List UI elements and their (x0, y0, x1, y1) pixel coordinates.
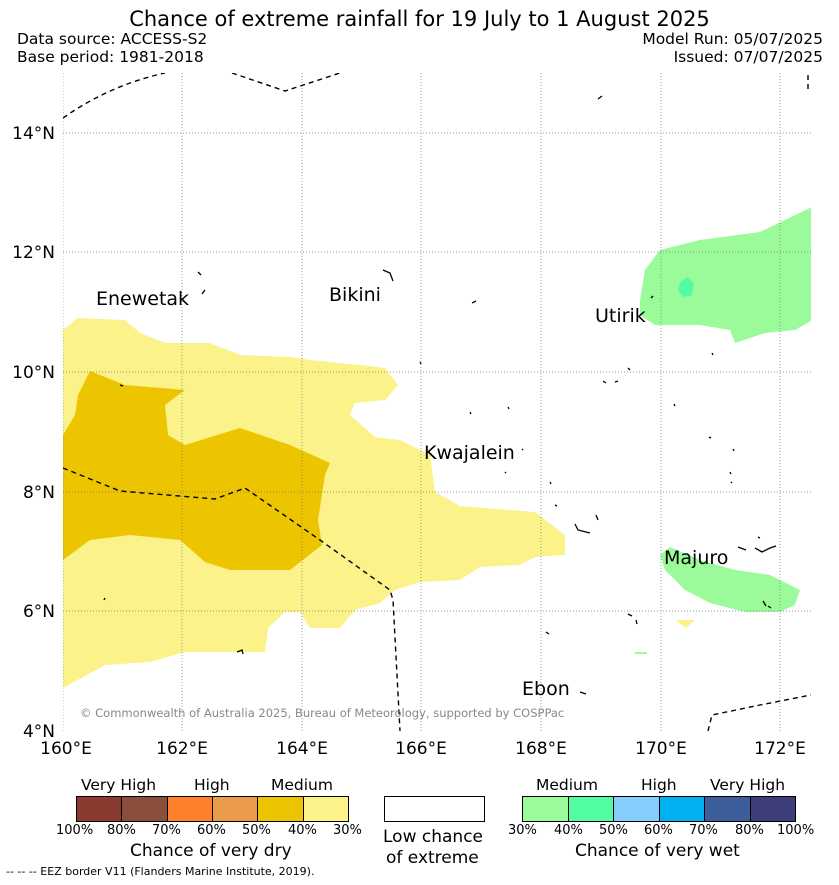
wet-medium-high-spot (678, 277, 694, 297)
dry-tick: 100% (56, 823, 94, 838)
lon-label: 168°E (515, 739, 567, 759)
lat-label: 12°N (12, 243, 55, 263)
lon-label: 162°E (156, 739, 208, 759)
wet-colorbar (522, 796, 796, 822)
dry-tick: 30% (333, 823, 362, 838)
wet-spot (635, 652, 647, 654)
issued-date: Issued: 07/07/2025 (673, 48, 823, 66)
wet-medium-region-north (640, 207, 811, 343)
dry-swatch (212, 797, 259, 821)
wet-swatch (523, 797, 569, 821)
wet-swatch (705, 797, 751, 821)
wet-group-very-high: Very High (710, 776, 786, 794)
wet-tick: 60% (644, 823, 673, 838)
dry-swatch (303, 797, 348, 821)
island-outlines (103, 95, 777, 695)
lat-label: 14°N (12, 124, 55, 144)
dry-caption: Chance of very dry (130, 841, 292, 861)
wet-tick: 30% (508, 823, 537, 838)
dry-swatch (167, 797, 213, 821)
wet-swatch (614, 797, 660, 821)
wet-tick: 50% (599, 823, 628, 838)
dry-group-medium: Medium (271, 776, 333, 794)
wet-tick: 70% (689, 823, 718, 838)
dry-spot (675, 620, 695, 628)
wet-tick: 100% (777, 823, 815, 838)
eez-border (63, 73, 811, 731)
lon-label: 170°E (635, 739, 687, 759)
dry-medium-high-region (63, 371, 330, 570)
dry-group-very-high: Very High (81, 776, 157, 794)
wet-swatch (659, 797, 705, 821)
dry-tick: 80% (107, 823, 136, 838)
wet-tick: 80% (735, 823, 764, 838)
dry-tick: 40% (288, 823, 317, 838)
dry-colorbar (76, 796, 349, 822)
model-run: Model Run: 05/07/2025 (642, 30, 823, 48)
lat-label: 10°N (12, 363, 55, 383)
place-label-majuro: Majuro (664, 547, 728, 569)
place-label-enewetak: Enewetak (96, 288, 189, 310)
dry-tick: 60% (197, 823, 226, 838)
place-label-utirik: Utirik (595, 305, 646, 327)
wet-caption: Chance of very wet (575, 841, 740, 861)
place-label-ebon: Ebon (522, 678, 570, 700)
dry-swatch (122, 797, 168, 821)
dry-group-high: High (194, 776, 230, 794)
low-chance-caption-line1: Low chance (383, 827, 483, 847)
lon-label: 166°E (395, 739, 447, 759)
wet-group-high: High (641, 776, 677, 794)
wet-swatch (568, 797, 614, 821)
lon-label: 164°E (276, 739, 328, 759)
map-title: Chance of extreme rainfall for 19 July t… (129, 7, 710, 31)
copyright-notice: © Commonwealth of Australia 2025, Bureau… (80, 706, 564, 720)
wet-tick: 40% (554, 823, 583, 838)
wet-group-medium: Medium (536, 776, 598, 794)
rainfall-map: Enewetak Bikini Utirik Kwajalein Majuro … (12, 73, 811, 759)
data-source: Data source: ACCESS-S2 (17, 30, 208, 48)
low-chance-swatch (384, 796, 485, 822)
map-area (63, 73, 811, 731)
place-label-kwajalein: Kwajalein (424, 442, 515, 464)
place-label-bikini: Bikini (329, 284, 381, 306)
low-chance-caption-line2: of extreme (386, 848, 479, 868)
lon-label: 172°E (754, 739, 806, 759)
dry-swatch (77, 797, 123, 821)
lat-label: 6°N (23, 602, 55, 622)
dry-tick: 70% (152, 823, 181, 838)
wet-swatch (750, 797, 795, 821)
dry-tick: 50% (242, 823, 271, 838)
dry-swatch (258, 797, 304, 821)
lat-label: 4°N (23, 722, 55, 742)
eez-footnote: -- -- -- EEZ border V11 (Flanders Marine… (6, 865, 315, 878)
base-period: Base period: 1981-2018 (17, 48, 204, 66)
wet-medium-region-south (660, 547, 800, 612)
lon-label: 160°E (40, 739, 92, 759)
lat-label: 8°N (23, 483, 55, 503)
